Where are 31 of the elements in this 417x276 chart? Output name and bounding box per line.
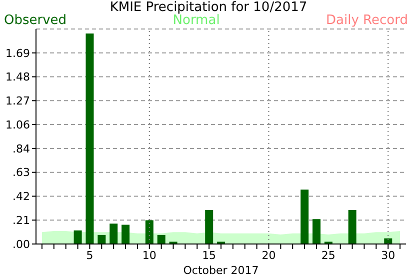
- bar: [145, 220, 154, 244]
- chart-title: KMIE Precipitation for 10/2017: [110, 0, 308, 15]
- y-tick-label: .21: [12, 214, 30, 228]
- y-tick-label: 1.27: [6, 94, 30, 108]
- y-tick-label: .84: [12, 142, 30, 156]
- bar: [110, 224, 118, 244]
- bar: [86, 34, 94, 244]
- bar: [300, 190, 309, 244]
- bar: [98, 234, 106, 244]
- x-tick-label: 20: [262, 248, 276, 262]
- x-tick-label: 5: [86, 248, 94, 262]
- y-tick-label: .42: [12, 190, 30, 204]
- text: Normal: [172, 13, 220, 28]
- bar: [122, 224, 130, 244]
- y-tick-label: .00: [12, 238, 30, 251]
- series-label: Observed: [4, 13, 67, 28]
- x-tick-label: 10: [142, 248, 156, 262]
- y-tick-label: 1.48: [6, 70, 30, 84]
- y-tick-label: .63: [12, 166, 30, 180]
- bar: [74, 230, 82, 244]
- bar: [205, 210, 214, 244]
- y-tick-label: 1.69: [6, 46, 30, 60]
- bar: [157, 234, 166, 244]
- x-axis-title: October 2017: [183, 264, 259, 276]
- legend-label: Daily Record: [326, 13, 408, 28]
- bar: [348, 210, 356, 244]
- x-tick-label: 30: [381, 248, 396, 262]
- bar: [312, 219, 321, 244]
- y-tick-label: 1.06: [6, 118, 30, 132]
- x-tick-label: 25: [321, 248, 336, 262]
- x-tick-label: 15: [202, 248, 216, 262]
